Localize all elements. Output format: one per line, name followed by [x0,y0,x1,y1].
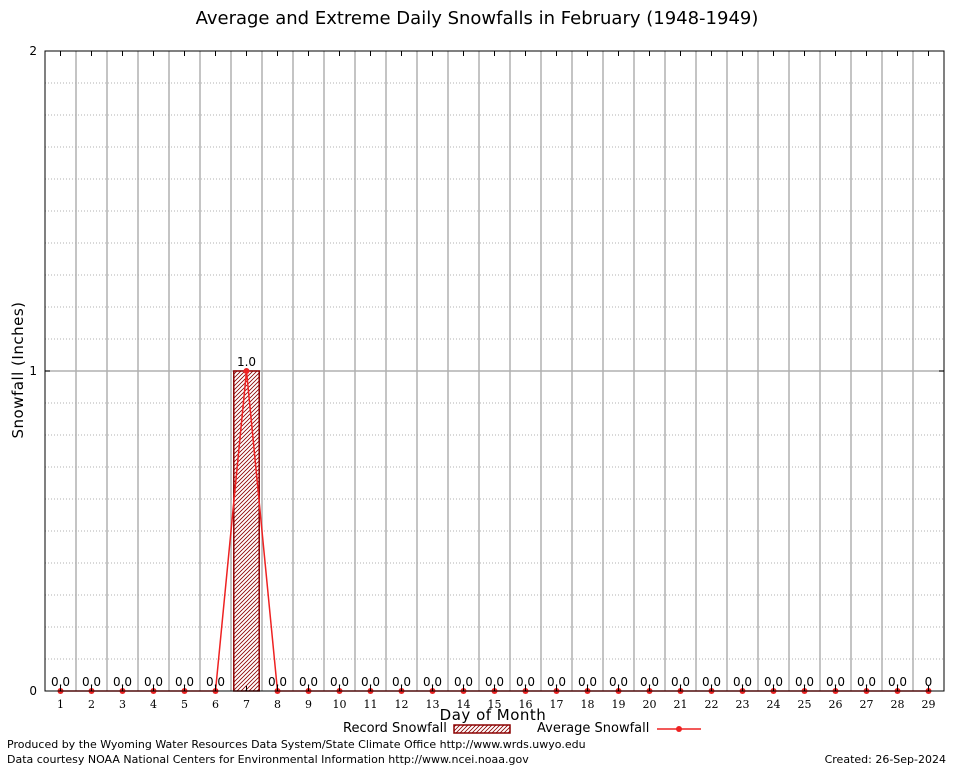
chart-title: Average and Extreme Daily Snowfalls in F… [195,8,759,29]
x-tick-label: 25 [798,698,812,711]
legend-record-swatch [453,723,511,734]
x-tick-label: 16 [519,698,533,711]
average-line [57,368,932,694]
y-axis-label: Snowfall (Inches) [9,301,27,439]
data-label: 0.0 [733,675,752,689]
x-tick-label: 14 [457,698,471,711]
data-label: 0.0 [764,675,783,689]
x-tick-label: 8 [274,698,281,711]
data-label: 0.0 [640,675,659,689]
x-tick-label: 19 [612,698,626,711]
x-tick-label: 23 [736,698,750,711]
data-label: 0.0 [175,675,194,689]
data-label: 0.0 [454,675,473,689]
x-axis-label: Day of Month [439,706,547,724]
data-label: 0.0 [702,675,721,689]
record-bars [233,370,260,692]
x-tick-label: 24 [767,698,781,711]
y-tick-label: 2 [29,44,37,58]
data-label: 0.0 [671,675,690,689]
x-tick-label: 26 [829,698,843,711]
data-label: 0.0 [392,675,411,689]
data-label: 0.0 [485,675,504,689]
data-label: 0.0 [578,675,597,689]
x-tick-label: 7 [243,698,250,711]
data-label: 0.0 [51,675,70,689]
legend-average-label: Average Snowfall [537,721,650,736]
data-label: 0.0 [826,675,845,689]
legend-record-label: Record Snowfall [343,721,447,736]
footer-created-date: Created: 26-Sep-2024 [824,753,946,766]
data-label: 1.0 [237,355,256,369]
x-tick-label: 3 [119,698,126,711]
x-tick-label: 2 [88,698,95,711]
record-bar [233,370,260,692]
average-point [243,368,250,374]
x-tick-label: 22 [705,698,719,711]
data-label: 0.0 [268,675,287,689]
data-label: 0.0 [516,675,535,689]
data-label: 0 [925,675,933,689]
data-label: 0.0 [609,675,628,689]
x-tick-label: 17 [550,698,564,711]
data-label: 0.0 [82,675,101,689]
x-tick-label: 28 [891,698,905,711]
x-tick-label: 12 [395,698,409,711]
x-tick-label: 5 [181,698,188,711]
data-labels: 0.0 0.0 0.0 0.0 0.0 0.0 1.0 0.0 0.0 0.0 0.0 0.0 0.0 0… [51,355,932,689]
y-tick-label: 0 [29,684,37,698]
x-tick-label: 11 [364,698,378,711]
data-label: 0.0 [547,675,566,689]
data-label: 0.0 [795,675,814,689]
x-tick-label: 27 [860,698,874,711]
x-tick-label: 4 [150,698,157,711]
data-label: 0.0 [888,675,907,689]
legend-average: Average Snowfall [537,721,703,736]
data-label: 0.0 [299,675,318,689]
x-tick-label: 21 [674,698,688,711]
x-tick-label: 9 [305,698,312,711]
legend-record: Record Snowfall [343,721,511,736]
x-tick-label: 1 [57,698,64,711]
data-label: 0.0 [206,675,225,689]
x-tick-label: 29 [922,698,936,711]
x-tick-label: 13 [426,698,440,711]
x-tick-label: 20 [643,698,657,711]
data-label: 0.0 [330,675,349,689]
x-tick-label: 10 [333,698,347,711]
data-label: 0.0 [857,675,876,689]
footer-produced-by: Produced by the Wyoming Water Resources … [7,738,586,751]
y-tick-label: 1 [29,364,37,378]
data-label: 0.0 [144,675,163,689]
x-tick-label: 15 [488,698,502,711]
data-label: 0.0 [113,675,132,689]
x-tick-label: 6 [212,698,219,711]
x-tick-label: 18 [581,698,595,711]
data-label: 0.0 [423,675,442,689]
data-label: 0.0 [361,675,380,689]
footer-data-courtesy: Data courtesy NOAA National Centers for … [7,753,529,766]
grid-lines [45,51,944,691]
legend-average-swatch [657,725,702,732]
